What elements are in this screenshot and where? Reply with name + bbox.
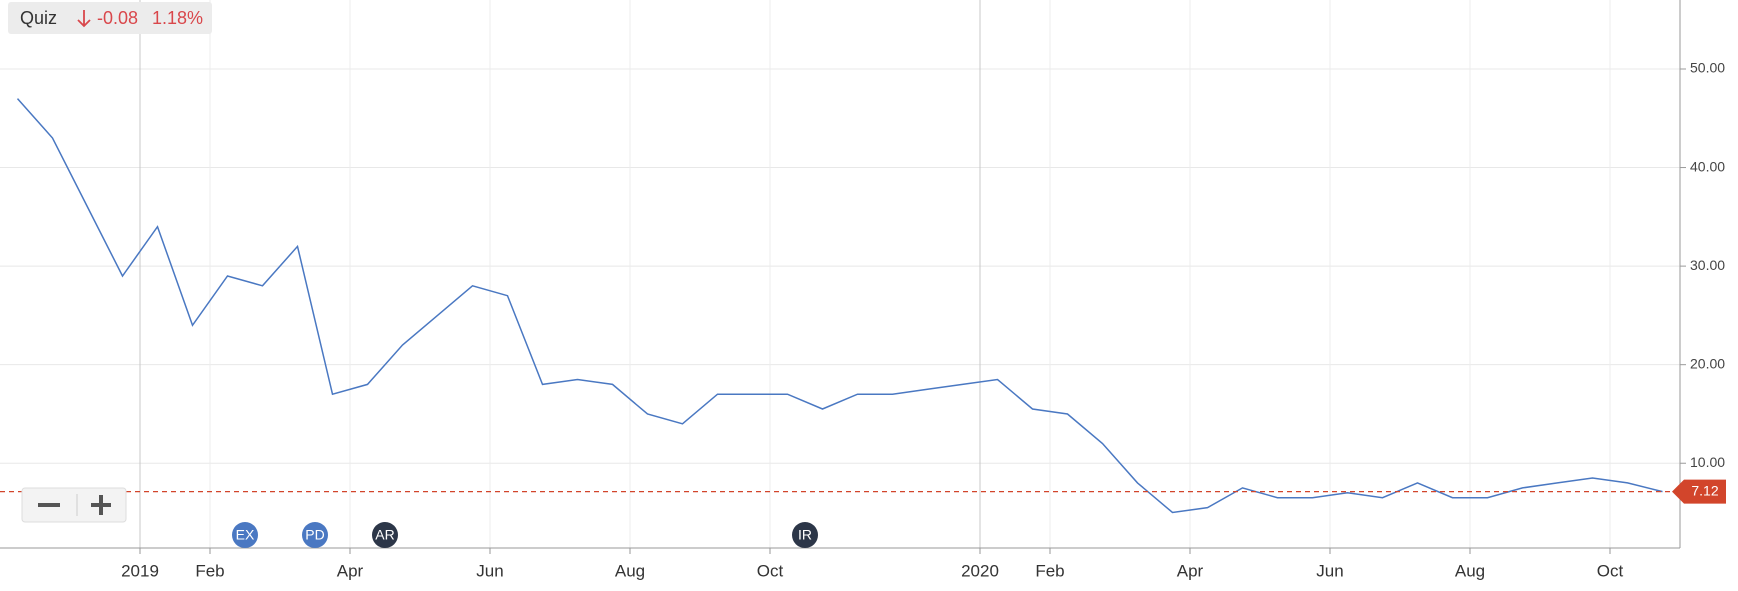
x-tick-label: Apr	[1177, 561, 1204, 580]
event-label: AR	[375, 527, 394, 543]
x-tick-label: Oct	[1597, 561, 1624, 580]
x-tick-label: Aug	[1455, 561, 1485, 580]
price-line	[16, 98, 1663, 514]
event-label: EX	[236, 527, 255, 543]
y-tick-label: 10.00	[1690, 454, 1725, 470]
y-tick-label: 40.00	[1690, 158, 1725, 174]
x-tick-label: Oct	[757, 561, 784, 580]
plot: 10.00 20.00 30.00 40.00 50.00 2019 Feb Apr Jun Au…	[0, 0, 1726, 580]
x-tick-label: Jun	[476, 561, 503, 580]
zoom-in[interactable]	[91, 495, 111, 515]
event-marker[interactable]	[372, 522, 398, 548]
symbol: Quiz	[20, 8, 57, 28]
x-tick-label: Apr	[337, 561, 364, 580]
down-arrow	[77, 10, 91, 28]
current-price-label: 7.12	[1691, 482, 1718, 498]
current-price-tag	[1672, 479, 1726, 504]
zoom-out[interactable]	[38, 503, 60, 507]
event-marker[interactable]	[302, 522, 328, 548]
event-marker[interactable]	[232, 522, 258, 548]
x-tick-label: Feb	[195, 561, 224, 580]
change-percent: 1.18%	[152, 8, 203, 28]
x-tick-label: 2019	[121, 561, 159, 580]
event-marker[interactable]	[792, 522, 818, 548]
x-tick-label: Aug	[615, 561, 645, 580]
zoom-controls	[21, 487, 127, 523]
quote-box	[8, 2, 212, 34]
x-tick-label: Feb	[1035, 561, 1064, 580]
change: -0.08	[97, 8, 138, 28]
y-tick-label: 20.00	[1690, 355, 1725, 371]
y-tick-label: 30.00	[1690, 257, 1725, 273]
event-label: PD	[305, 527, 324, 543]
event-label: IR	[798, 527, 812, 543]
y-tick-label: 50.00	[1690, 60, 1725, 76]
x-tick-label: Jun	[1316, 561, 1343, 580]
x-tick-label: 2020	[961, 561, 999, 580]
